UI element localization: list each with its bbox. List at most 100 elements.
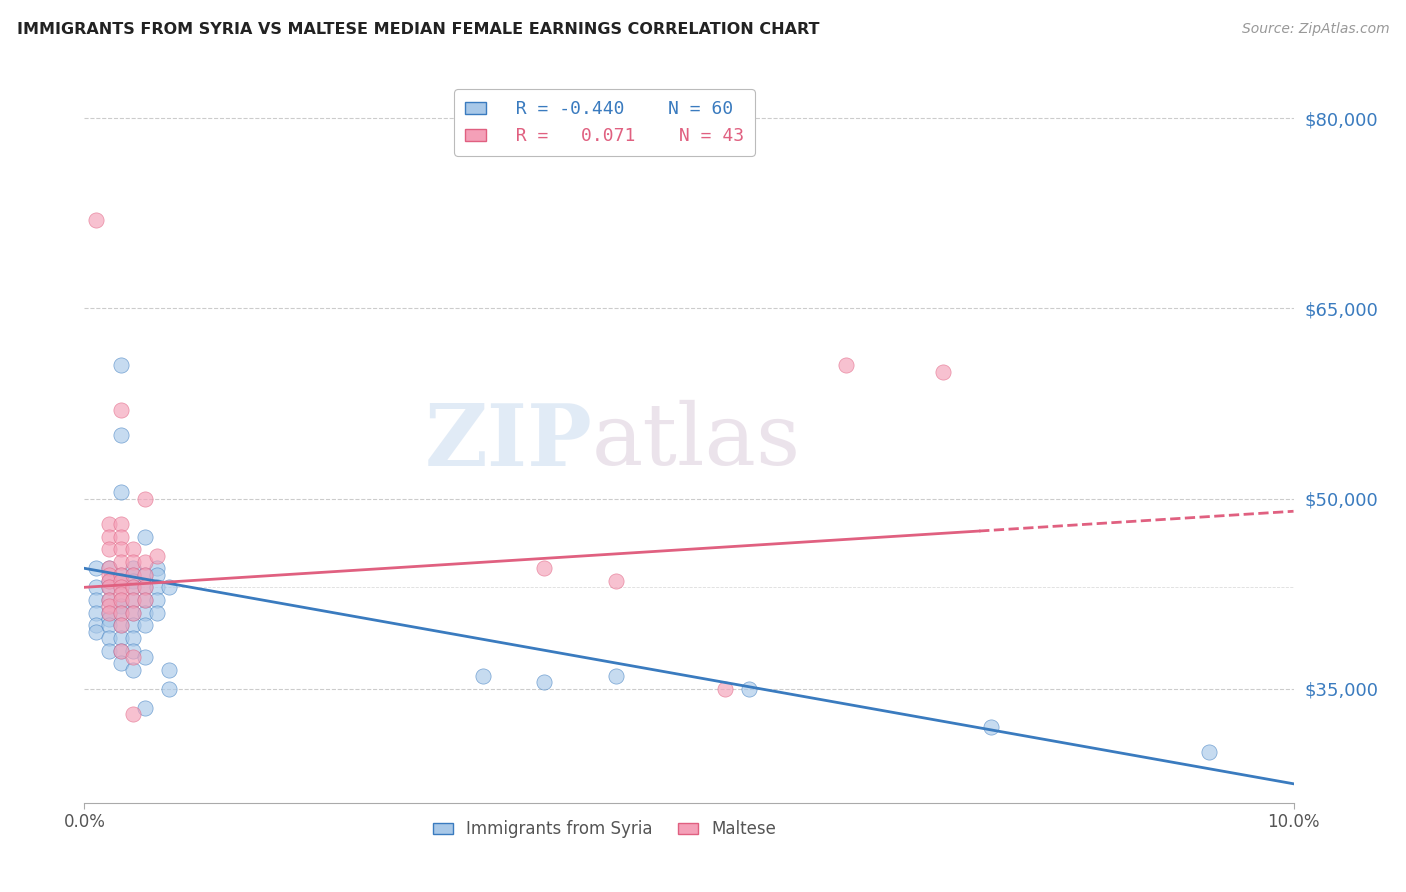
Point	[97, 599, 120, 614]
Point	[134, 580, 156, 594]
Point	[97, 643, 120, 657]
Point	[1198, 745, 1220, 759]
Point	[97, 574, 120, 588]
Text: atlas: atlas	[592, 400, 801, 483]
Point	[121, 593, 143, 607]
Point	[97, 631, 120, 645]
Point	[97, 618, 120, 632]
Point	[110, 587, 132, 601]
Point	[110, 574, 132, 588]
Point	[97, 516, 120, 531]
Point	[157, 681, 180, 696]
Point	[110, 359, 132, 373]
Point	[97, 606, 120, 620]
Point	[110, 567, 132, 582]
Point	[146, 561, 169, 575]
Legend: Immigrants from Syria, Maltese: Immigrants from Syria, Maltese	[426, 814, 783, 845]
Point	[97, 593, 120, 607]
Point	[110, 428, 132, 442]
Point	[605, 669, 627, 683]
Point	[121, 567, 143, 582]
Point	[835, 359, 858, 373]
Point	[86, 593, 108, 607]
Point	[134, 491, 156, 506]
Point	[110, 580, 132, 594]
Point	[97, 542, 120, 557]
Point	[146, 567, 169, 582]
Point	[110, 555, 132, 569]
Point	[110, 574, 132, 588]
Point	[121, 542, 143, 557]
Point	[110, 593, 132, 607]
Point	[157, 663, 180, 677]
Point	[97, 580, 120, 594]
Point	[121, 643, 143, 657]
Point	[121, 567, 143, 582]
Point	[121, 574, 143, 588]
Point	[157, 580, 180, 594]
Point	[97, 593, 120, 607]
Point	[121, 580, 143, 594]
Point	[134, 530, 156, 544]
Point	[110, 606, 132, 620]
Point	[980, 720, 1002, 734]
Point	[86, 606, 108, 620]
Point	[738, 681, 761, 696]
Point	[134, 700, 156, 714]
Point	[121, 593, 143, 607]
Point	[121, 606, 143, 620]
Point	[110, 643, 132, 657]
Point	[97, 561, 120, 575]
Point	[146, 580, 169, 594]
Point	[472, 669, 495, 683]
Point	[86, 618, 108, 632]
Point	[134, 567, 156, 582]
Point	[134, 580, 156, 594]
Point	[110, 402, 132, 417]
Point	[121, 650, 143, 665]
Point	[86, 561, 108, 575]
Point	[97, 567, 120, 582]
Point	[121, 555, 143, 569]
Point	[932, 365, 955, 379]
Point	[121, 606, 143, 620]
Point	[110, 542, 132, 557]
Point	[97, 561, 120, 575]
Point	[110, 631, 132, 645]
Point	[134, 567, 156, 582]
Point	[146, 549, 169, 563]
Point	[110, 530, 132, 544]
Point	[86, 212, 108, 227]
Point	[110, 485, 132, 500]
Point	[714, 681, 737, 696]
Point	[110, 516, 132, 531]
Point	[121, 580, 143, 594]
Point	[605, 574, 627, 588]
Point	[97, 530, 120, 544]
Point	[86, 580, 108, 594]
Point	[110, 657, 132, 671]
Point	[97, 574, 120, 588]
Point	[110, 599, 132, 614]
Text: Source: ZipAtlas.com: Source: ZipAtlas.com	[1241, 22, 1389, 37]
Point	[110, 618, 132, 632]
Point	[533, 561, 555, 575]
Point	[134, 606, 156, 620]
Point	[110, 618, 132, 632]
Point	[146, 606, 169, 620]
Point	[110, 567, 132, 582]
Point	[121, 663, 143, 677]
Point	[121, 707, 143, 722]
Point	[121, 631, 143, 645]
Point	[110, 593, 132, 607]
Point	[146, 593, 169, 607]
Point	[97, 606, 120, 620]
Point	[86, 624, 108, 639]
Point	[134, 593, 156, 607]
Point	[134, 555, 156, 569]
Text: IMMIGRANTS FROM SYRIA VS MALTESE MEDIAN FEMALE EARNINGS CORRELATION CHART: IMMIGRANTS FROM SYRIA VS MALTESE MEDIAN …	[17, 22, 820, 37]
Point	[533, 675, 555, 690]
Point	[110, 580, 132, 594]
Point	[134, 593, 156, 607]
Point	[121, 561, 143, 575]
